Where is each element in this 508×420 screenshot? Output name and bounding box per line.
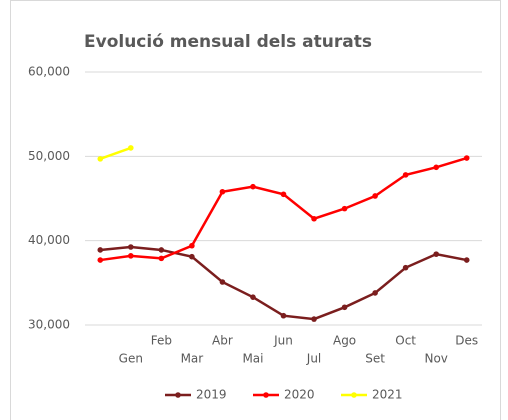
point — [341, 205, 348, 212]
legend-label: 2020 — [284, 388, 315, 402]
x-tick-label: Gen — [119, 352, 143, 366]
point — [189, 253, 195, 260]
x-tick-label: Jun — [273, 334, 293, 348]
point — [128, 244, 134, 250]
point — [128, 253, 134, 259]
point — [158, 255, 165, 262]
point — [280, 312, 287, 319]
legend-marker — [263, 392, 269, 398]
point — [189, 242, 195, 249]
x-tick-label: Feb — [151, 334, 172, 348]
series-line — [99, 146, 132, 161]
y-tick-label: 60,000 — [28, 65, 70, 79]
point — [372, 290, 378, 296]
point — [97, 247, 104, 253]
point — [341, 304, 348, 311]
legend-marker — [175, 392, 181, 398]
point — [97, 156, 104, 162]
y-tick-label: 40,000 — [28, 233, 70, 247]
chart-title: Evolució mensual dels aturats — [84, 32, 372, 52]
legend-marker — [351, 392, 357, 398]
x-tick-label: Nov — [424, 352, 447, 366]
point — [250, 183, 256, 190]
point — [219, 279, 226, 285]
point — [219, 188, 226, 195]
point — [433, 164, 439, 171]
x-tick-label: Abr — [212, 334, 233, 348]
point — [463, 155, 470, 161]
y-tick-label: 30,000 — [28, 318, 70, 332]
x-tick-label: Ago — [333, 334, 356, 348]
point — [158, 247, 165, 253]
legend-label: 2019 — [196, 388, 227, 402]
x-tick-label: Mar — [181, 352, 204, 366]
point — [250, 294, 256, 300]
chart-frame — [10, 0, 501, 420]
point — [402, 264, 409, 271]
point — [372, 193, 378, 199]
point — [433, 251, 439, 257]
x-tick-label: Des — [455, 334, 478, 348]
y-tick-label: 50,000 — [28, 149, 70, 163]
legend-label: 2021 — [372, 388, 403, 402]
x-tick-label: Jul — [306, 352, 321, 366]
point — [280, 191, 287, 198]
point — [128, 145, 134, 151]
x-tick-label: Mai — [242, 352, 263, 366]
point — [97, 257, 104, 263]
point — [402, 172, 409, 178]
x-tick-label: Set — [365, 352, 385, 366]
point — [463, 257, 470, 263]
point — [311, 215, 317, 222]
x-tick-label: Oct — [395, 334, 416, 348]
point — [311, 316, 317, 322]
